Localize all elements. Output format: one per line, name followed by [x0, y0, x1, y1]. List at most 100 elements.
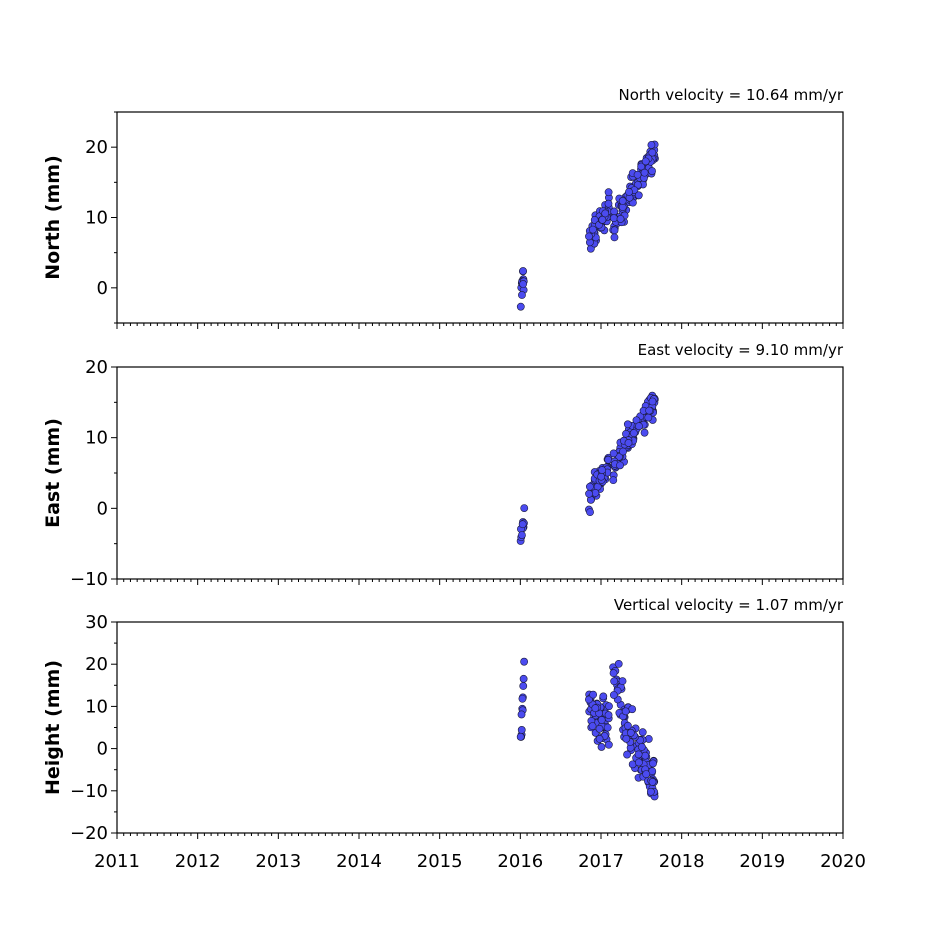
data-point — [518, 520, 527, 529]
y-axis-label: East (mm) — [42, 418, 64, 528]
data-point — [618, 197, 627, 205]
y-tick-label: 20 — [85, 357, 108, 378]
y-tick-label: 30 — [85, 612, 108, 633]
data-point — [616, 215, 625, 223]
velocity-title: East velocity = 9.10 mm/yr — [638, 341, 844, 359]
data-point — [595, 735, 604, 743]
data-point — [634, 191, 643, 200]
data-point — [648, 397, 657, 406]
x-tick-label: 2015 — [417, 851, 463, 872]
data-point — [642, 770, 651, 779]
data-point — [609, 476, 618, 485]
data-point — [595, 724, 604, 733]
data-point — [609, 449, 618, 458]
data-point — [585, 695, 593, 704]
data-point — [519, 267, 527, 275]
data-point — [598, 466, 606, 474]
data-point — [644, 413, 653, 422]
x-tick-label: 2012 — [175, 851, 221, 872]
y-tick-label: 20 — [85, 654, 108, 675]
y-tick-label: 20 — [85, 137, 108, 158]
data-point — [637, 162, 646, 171]
x-tick-label: 2016 — [497, 851, 543, 872]
data-points — [516, 657, 659, 801]
plot-frame — [116, 366, 844, 580]
y-axis-label: Height (mm) — [42, 660, 64, 795]
y-tick-label: 0 — [97, 498, 108, 519]
x-tick-label: 2014 — [336, 851, 382, 872]
data-point — [634, 758, 643, 767]
data-point — [621, 707, 630, 716]
data-point — [519, 682, 528, 690]
data-point — [646, 787, 655, 796]
data-point — [591, 704, 600, 713]
data-point — [586, 482, 594, 491]
data-point — [597, 743, 606, 751]
y-tick-label: 0 — [97, 278, 108, 299]
plot-frame — [116, 621, 844, 834]
data-point — [519, 280, 528, 288]
data-point — [598, 215, 607, 224]
y-tick-label: −10 — [70, 781, 108, 802]
x-tick-label: 2011 — [94, 851, 140, 872]
data-point — [610, 677, 619, 686]
data-point — [604, 188, 613, 197]
data-point — [604, 711, 613, 719]
panel-3: Vertical velocity = 1.07 mm/yr Height (mm… — [42, 596, 866, 872]
data-point — [586, 508, 594, 517]
data-point — [648, 167, 656, 175]
data-point — [614, 659, 623, 668]
data-point — [518, 291, 526, 299]
x-tick-label: 2019 — [739, 851, 785, 872]
data-point — [629, 429, 638, 438]
y-tick-label: −20 — [70, 823, 108, 844]
data-point — [610, 226, 619, 235]
y-tick-label: −10 — [70, 569, 108, 590]
data-point — [647, 141, 656, 149]
data-point — [645, 406, 654, 415]
panel-1: North velocity = 10.64 mm/yr North (mm) 0 1… — [42, 86, 844, 329]
data-point — [640, 168, 649, 177]
data-point — [624, 439, 633, 447]
data-point — [585, 232, 593, 241]
data-point — [641, 157, 650, 166]
data-point — [599, 692, 608, 701]
data-point — [623, 750, 631, 759]
data-point — [520, 504, 529, 512]
data-point — [597, 716, 606, 724]
plot-frame — [116, 111, 844, 324]
y-tick-label: 10 — [85, 208, 108, 229]
data-point — [610, 207, 619, 216]
data-point — [516, 302, 525, 311]
data-point — [588, 722, 597, 731]
data-point — [603, 723, 612, 732]
data-point — [609, 691, 618, 699]
data-point — [633, 170, 642, 179]
data-point — [628, 705, 637, 714]
data-point — [649, 759, 657, 768]
x-tick-label: 2013 — [255, 851, 301, 872]
data-point — [597, 472, 606, 481]
data-point — [648, 778, 657, 786]
y-tick-label: 10 — [85, 428, 108, 449]
data-point — [618, 677, 627, 686]
velocity-title: Vertical velocity = 1.07 mm/yr — [614, 596, 844, 614]
data-point — [610, 214, 618, 223]
data-point — [604, 199, 613, 208]
data-point — [634, 750, 643, 759]
data-point — [648, 148, 657, 157]
data-point — [622, 734, 631, 743]
data-point — [619, 447, 627, 456]
x-tick-label: 2020 — [820, 851, 866, 872]
panel-2: East velocity = 9.10 mm/yr East (mm) −10 0 1… — [42, 341, 844, 590]
data-point — [609, 669, 618, 678]
x-tick-label: 2017 — [578, 851, 624, 872]
data-point — [640, 428, 649, 437]
data-points — [516, 140, 659, 311]
data-points — [516, 391, 659, 545]
data-point — [616, 461, 624, 470]
data-point — [519, 674, 528, 683]
data-point — [605, 702, 613, 711]
data-point — [585, 489, 593, 498]
